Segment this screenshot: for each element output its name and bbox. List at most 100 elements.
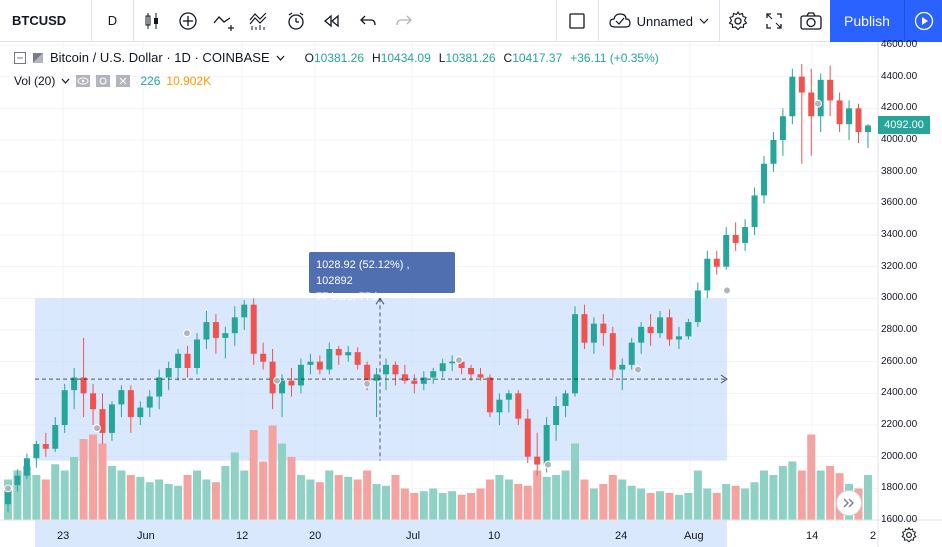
interval-button[interactable]: D — [92, 0, 134, 42]
candle-body — [165, 368, 172, 378]
layout-menu-button[interactable]: Unnamed — [597, 0, 720, 42]
add-indicator-icon[interactable] — [170, 0, 206, 42]
alert-clock-icon[interactable] — [278, 0, 314, 42]
volume-bar — [400, 488, 409, 520]
chevron-down-icon[interactable] — [61, 78, 70, 84]
measure-change-text: 1028.92 (52.12%) , 102892 — [316, 259, 410, 287]
volume-label[interactable]: Vol (20) — [14, 74, 56, 88]
candle-body — [628, 342, 635, 365]
candle-body — [127, 390, 134, 418]
candle-body — [789, 76, 796, 117]
time-tick-label: Jul — [406, 530, 421, 542]
candle-body — [770, 140, 777, 164]
replay-icon[interactable] — [314, 0, 350, 42]
chart-settings-gear-icon[interactable] — [898, 525, 920, 545]
chevron-down-icon[interactable] — [276, 55, 285, 61]
volume-bar — [438, 493, 447, 520]
volume-bar — [107, 466, 116, 520]
price-tick-label: 2600.00 — [881, 355, 918, 367]
high-value: 10434.09 — [380, 50, 431, 65]
candle-body — [212, 322, 219, 338]
volume-bar — [419, 491, 428, 520]
volume-bar — [589, 488, 598, 520]
candle-body — [14, 475, 21, 486]
play-icon[interactable] — [904, 0, 942, 42]
symbol-search-button[interactable]: BTCUSD — [0, 0, 92, 42]
candle-body — [694, 290, 701, 323]
volume-bar — [211, 482, 220, 520]
candle-body — [354, 352, 361, 365]
price-chart[interactable] — [0, 42, 942, 547]
candle-body — [855, 108, 862, 133]
settings-small-icon[interactable] — [96, 75, 111, 87]
candle-body — [675, 336, 682, 340]
settings-gear-icon[interactable] — [720, 0, 756, 42]
candle-body — [52, 425, 59, 449]
volume-bar — [561, 470, 570, 520]
volume-bar — [495, 475, 504, 520]
close-key: C — [503, 50, 513, 65]
collapse-legend-icon[interactable] — [14, 51, 26, 64]
event-marker — [273, 376, 281, 385]
indicators-icon[interactable] — [242, 0, 278, 42]
candle-body — [524, 418, 531, 457]
candle-body — [609, 333, 616, 370]
eye-icon[interactable] — [76, 75, 91, 87]
price-tick-label: 1800.00 — [881, 482, 918, 494]
price-tick-label: 3600.00 — [881, 197, 918, 209]
volume-bar — [485, 479, 494, 520]
volume-bar — [514, 484, 523, 520]
volume-bar — [363, 470, 372, 520]
camera-icon[interactable] — [792, 0, 830, 42]
candle-body — [798, 76, 805, 93]
candle-type-icon[interactable] — [134, 0, 170, 42]
volume-bar — [504, 479, 513, 520]
candle-body — [307, 361, 314, 365]
candle-body — [619, 364, 626, 370]
volume-bar — [117, 470, 126, 520]
redo-icon[interactable] — [386, 0, 422, 42]
undo-icon[interactable] — [350, 0, 386, 42]
candle-body — [468, 368, 475, 375]
event-marker — [183, 329, 191, 338]
fullscreen-square-icon[interactable] — [555, 0, 598, 42]
candle-body — [146, 396, 153, 408]
toolbar-right: Unnamed Publish — [555, 0, 942, 42]
price-tick-label: 4000.00 — [881, 134, 918, 145]
price-tick-label: 3800.00 — [881, 165, 918, 177]
compare-icon[interactable] — [206, 0, 242, 42]
price-tick-label: 4200.00 — [881, 102, 918, 114]
symbol-title[interactable]: Bitcoin / U.S. Dollar · 1D · COINBASE — [50, 50, 270, 65]
change-value: +36.11 (+0.35%) — [570, 50, 659, 65]
double-chevron-right-icon — [843, 498, 854, 508]
candle-body — [553, 406, 560, 425]
volume-bar — [684, 493, 693, 520]
candle-body — [808, 92, 815, 117]
volume-bar — [656, 491, 665, 520]
scroll-to-realtime-button[interactable] — [836, 490, 862, 516]
volume-bar — [306, 479, 315, 520]
volume-bar — [60, 470, 69, 520]
candle-body — [477, 374, 484, 378]
volume-bar — [164, 484, 173, 520]
candle-body — [515, 393, 522, 419]
volume-bar — [778, 466, 787, 520]
low-key: L — [438, 50, 446, 65]
open-key: O — [304, 50, 314, 65]
time-tick-label: 20 — [309, 530, 322, 542]
candle-body — [194, 339, 200, 368]
cloud-icon — [609, 13, 631, 28]
volume-bar — [712, 493, 721, 520]
fullscreen-icon[interactable] — [756, 0, 792, 42]
close-small-icon[interactable] — [116, 75, 131, 87]
candle-body — [61, 390, 68, 425]
volume-bar — [287, 457, 296, 520]
candle-body — [666, 317, 673, 340]
current-price-label: 4092.00 — [878, 116, 930, 134]
publish-button[interactable]: Publish — [830, 0, 904, 42]
volume-bar — [457, 494, 466, 520]
volume-bar — [788, 461, 797, 520]
candle-body — [175, 353, 182, 368]
volume-legend: Vol (20) 226 10.902K — [14, 74, 211, 88]
volume-bar — [797, 470, 806, 520]
